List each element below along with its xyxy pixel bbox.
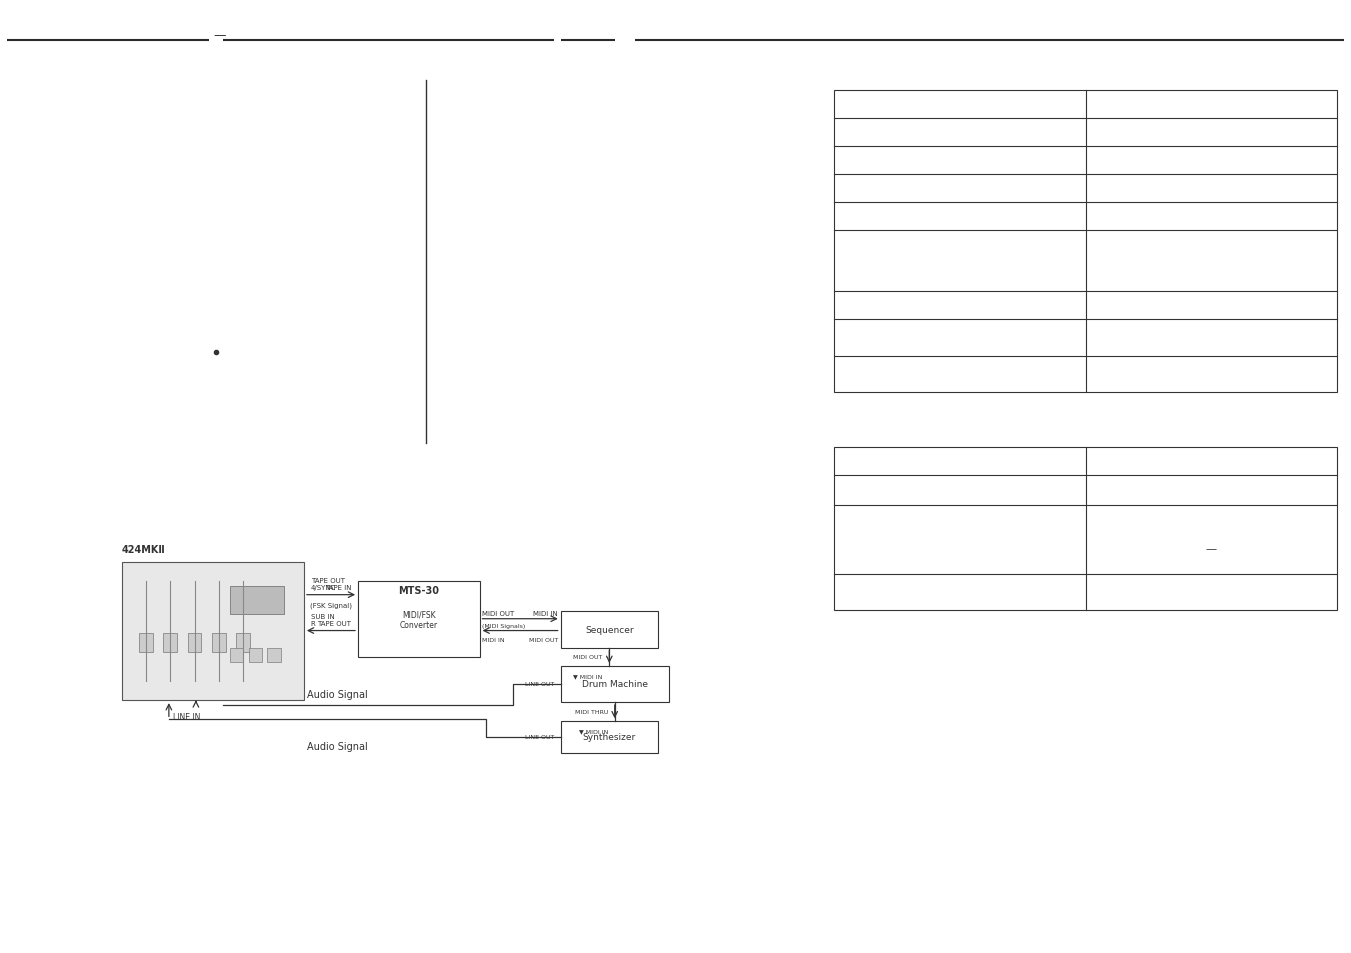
Bar <box>358 581 480 658</box>
Bar <box>230 586 284 615</box>
Text: (FSK Signal): (FSK Signal) <box>309 602 353 609</box>
Bar <box>561 666 669 702</box>
Text: ▼ MIDI IN: ▼ MIDI IN <box>573 674 603 679</box>
Bar <box>230 648 243 662</box>
Bar <box>236 634 250 653</box>
Bar <box>834 91 1337 393</box>
Text: LINE OUT: LINE OUT <box>524 681 554 687</box>
Bar <box>267 648 281 662</box>
Text: Audio Signal: Audio Signal <box>308 741 367 752</box>
Text: Audio Signal: Audio Signal <box>308 689 367 699</box>
Bar <box>561 721 658 753</box>
Bar <box>188 634 201 653</box>
Bar <box>249 648 262 662</box>
Bar <box>561 612 658 648</box>
Bar <box>163 634 177 653</box>
Text: Synthesizer: Synthesizer <box>582 733 636 741</box>
Text: MIDI IN: MIDI IN <box>482 638 505 642</box>
Text: LINE IN: LINE IN <box>173 712 200 720</box>
Bar <box>122 562 304 700</box>
Bar <box>139 634 153 653</box>
Bar <box>834 448 1337 610</box>
Bar <box>212 634 226 653</box>
Text: (MIDI Signals): (MIDI Signals) <box>482 623 526 628</box>
Text: MIDI IN: MIDI IN <box>534 610 558 617</box>
Text: MIDI/FSK
Converter: MIDI/FSK Converter <box>400 610 438 629</box>
Text: 424MKⅡ: 424MKⅡ <box>122 545 165 555</box>
Text: MIDI OUT: MIDI OUT <box>528 638 558 642</box>
Text: TAPE OUT
4/SYNC: TAPE OUT 4/SYNC <box>311 578 345 590</box>
Text: TAPE IN: TAPE IN <box>324 584 351 590</box>
Text: Drum Machine: Drum Machine <box>582 679 647 689</box>
Text: TAPE OUT: TAPE OUT <box>317 620 351 626</box>
Text: MIDI OUT: MIDI OUT <box>482 610 515 617</box>
Text: —: — <box>213 29 226 42</box>
Text: MIDI THRU: MIDI THRU <box>574 709 608 715</box>
Text: MIDI OUT: MIDI OUT <box>573 655 603 659</box>
Text: MTS-30: MTS-30 <box>399 586 439 596</box>
Text: Sequencer: Sequencer <box>585 625 634 635</box>
Text: —: — <box>1206 543 1217 554</box>
Text: SUB IN
R: SUB IN R <box>311 613 335 626</box>
Text: LINE OUT: LINE OUT <box>524 735 554 740</box>
Text: ▼ MIDI IN: ▼ MIDI IN <box>578 728 608 734</box>
